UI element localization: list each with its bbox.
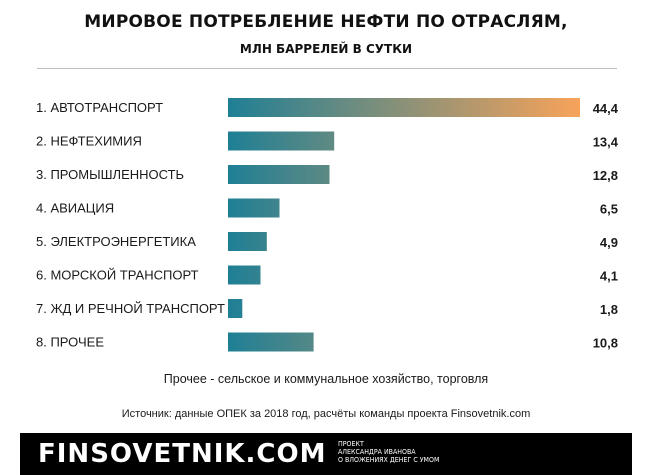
chart-title: МИРОВОЕ ПОТРЕБЛЕНИЕ НЕФТИ ПО ОТРАСЛЯМ, — [84, 12, 568, 32]
chart-subtitle: МЛН БАРРЕЛЕЙ В СУТКИ — [239, 42, 413, 56]
value-label: 13,4 — [593, 135, 619, 150]
source-note: Источник: данные ОПЕК за 2018 год, расчё… — [121, 408, 531, 420]
bar-chart: 1. АВТОТРАНСПОРТ 44,4 2. НЕФТЕХИМИЯ 13,4 3. … — [36, 98, 619, 352]
bar — [228, 98, 580, 117]
value-label: 10,8 — [593, 336, 618, 351]
bar — [228, 265, 261, 285]
value-label: 4,1 — [600, 269, 618, 284]
category-label: 5. ЭЛЕКТРОЭНЕРГЕТИКА — [36, 234, 196, 249]
value-label: 44,4 — [593, 101, 619, 116]
value-label: 12,8 — [593, 168, 618, 183]
bar — [228, 165, 330, 184]
bar — [228, 198, 280, 218]
brand-tagline: ПРОЕКТ АЛЕКСАНДРА ИВАНОВА О ВЛОЖЕНИЯХ ДЕ… — [338, 440, 439, 464]
category-label: 1. АВТОТРАНСПОРТ — [36, 100, 163, 115]
bar — [228, 131, 335, 151]
category-label: 2. НЕФТЕХИМИЯ — [36, 134, 142, 149]
tagline-line: АЛЕКСАНДРА ИВАНОВА — [338, 448, 416, 456]
footer-banner: FINSOVETNIK.COM ПРОЕКТ АЛЕКСАНДРА ИВАНОВ… — [20, 433, 632, 475]
category-label: 4. АВИАЦИЯ — [36, 201, 114, 216]
category-label: 3. ПРОМЫШЛЕННОСТЬ — [36, 167, 184, 182]
brand-logo-text[interactable]: FINSOVETNIK.COM — [38, 439, 327, 469]
category-label: 6. МОРСКОЙ ТРАНСПОРТ — [36, 268, 199, 283]
tagline-line: ПРОЕКТ — [338, 440, 364, 448]
bar — [228, 332, 314, 352]
category-label: 8. ПРОЧЕЕ — [36, 335, 104, 350]
bar — [228, 299, 243, 318]
other-category-note: Прочее - сельское и коммунальное хозяйст… — [163, 372, 489, 386]
tagline-line: О ВЛОЖЕНИЯХ ДЕНЕГ С УМОМ — [338, 456, 440, 464]
value-label: 4,9 — [600, 235, 618, 250]
title-divider — [37, 68, 617, 69]
category-label: 7. ЖД И РЕЧНОЙ ТРАНСПОРТ — [36, 301, 225, 316]
bar — [228, 232, 267, 251]
value-label: 1,8 — [600, 302, 618, 317]
value-label: 6,5 — [600, 202, 618, 217]
